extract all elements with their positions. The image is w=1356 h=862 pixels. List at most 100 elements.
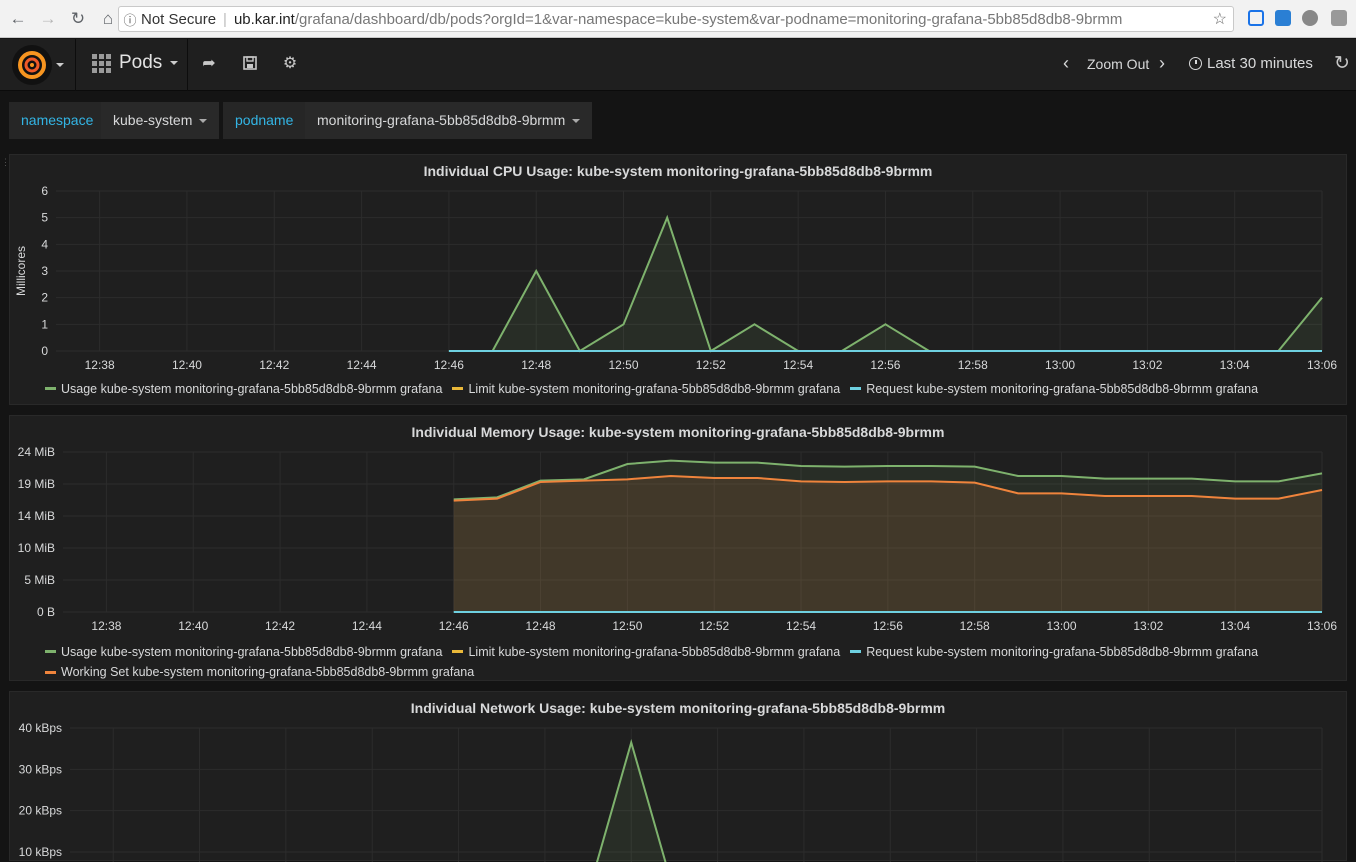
- row-drag-handle[interactable]: ⋮: [1, 157, 10, 167]
- cast-icon[interactable]: [1248, 10, 1264, 26]
- grafana-navbar: Pods ➦ ⚙ ‹ Zoom Out › Last 30 minutes ↻: [0, 39, 1356, 91]
- chart-legend: Usage kube-system monitoring-grafana-5bb…: [45, 640, 1325, 681]
- chevron-down-icon: [572, 119, 581, 124]
- legend-swatch: [45, 650, 56, 653]
- info-icon[interactable]: ⓘ: [123, 12, 137, 28]
- x-tick-label: 12:40: [172, 358, 202, 372]
- legend-item[interactable]: Usage kube-system monitoring-grafana-5bb…: [45, 643, 442, 661]
- x-tick-label: 13:06: [1307, 619, 1337, 633]
- x-tick-label: 12:52: [699, 619, 729, 633]
- y-tick-label: 14 MiB: [18, 509, 55, 523]
- series-line[interactable]: [453, 459, 1323, 501]
- variable-value: monitoring-grafana-5bb85d8db8-9brmm: [317, 112, 566, 128]
- zoom-out-button[interactable]: Zoom Out: [1087, 56, 1150, 72]
- series-line[interactable]: [588, 738, 674, 862]
- x-tick-label: 12:54: [783, 358, 813, 372]
- y-tick-label: 10 kBps: [19, 845, 62, 859]
- panel-title[interactable]: Individual Memory Usage: kube-system mon…: [411, 424, 945, 440]
- share-icon[interactable]: ➦: [202, 55, 216, 72]
- time-range-label: Last 30 minutes: [1207, 55, 1313, 72]
- network-chart: 10 kBps 20 kBps 30 kBps 40 kBps: [19, 721, 1323, 862]
- y-tick-label: 5: [41, 211, 48, 225]
- dashboard-grid-icon: [92, 53, 111, 73]
- variable-select-podname[interactable]: monitoring-grafana-5bb85d8db8-9brmm: [305, 102, 593, 139]
- y-tick-label: 5 MiB: [24, 573, 55, 587]
- security-label: Not Secure: [141, 10, 217, 28]
- extension-gray-icon[interactable]: [1331, 10, 1347, 26]
- legend-item[interactable]: Usage kube-system monitoring-grafana-5bb…: [45, 382, 442, 396]
- series-line[interactable]: [453, 474, 1323, 502]
- legend-item[interactable]: Limit kube-system monitoring-grafana-5bb…: [452, 643, 840, 661]
- y-tick-label: 24 MiB: [18, 445, 55, 459]
- legend-swatch: [850, 387, 862, 390]
- legend-swatch: [452, 387, 464, 390]
- legend-label: Limit kube-system monitoring-grafana-5bb…: [468, 381, 841, 396]
- x-tick-label: 12:56: [873, 619, 903, 633]
- wordpress-icon[interactable]: [1302, 10, 1318, 26]
- x-tick-label: 12:48: [521, 358, 551, 372]
- time-range-picker[interactable]: Last 30 minutes: [1189, 55, 1313, 72]
- x-tick-label: 12:58: [960, 619, 990, 633]
- x-tick-label: 12:56: [870, 358, 900, 372]
- x-tick-label: 12:42: [259, 358, 289, 372]
- extension-blue-icon[interactable]: [1275, 10, 1291, 26]
- url-path: /grafana/dashboard/db/pods?orgId=1&var-n…: [294, 10, 1123, 28]
- legend-item[interactable]: Limit kube-system monitoring-grafana-5bb…: [452, 382, 840, 396]
- y-tick-label: 4: [41, 237, 48, 251]
- legend-label: Limit kube-system monitoring-grafana-5bb…: [468, 644, 841, 659]
- memory-usage-panel: Individual Memory Usage: kube-system mon…: [9, 415, 1347, 681]
- series-area: [588, 742, 675, 862]
- chevron-down-icon[interactable]: [56, 63, 64, 67]
- x-tick-label: 12:54: [786, 619, 816, 633]
- x-tick-label: 12:48: [526, 619, 556, 633]
- legend-item[interactable]: Working Set kube-system monitoring-grafa…: [45, 663, 474, 681]
- y-tick-label: 3: [41, 264, 48, 278]
- legend-item[interactable]: Request kube-system monitoring-grafana-5…: [850, 382, 1258, 396]
- x-tick-label: 13:00: [1045, 358, 1075, 372]
- address-bar[interactable]: ⓘ Not Secure | ub.kar.int/grafana/dashbo…: [118, 6, 1234, 32]
- dashboard-title: Pods: [119, 52, 163, 73]
- y-tick-label: 20 kBps: [19, 804, 62, 818]
- x-tick-label: 12:38: [85, 358, 115, 372]
- series-area: [453, 460, 1323, 612]
- reload-icon[interactable]: ↻: [70, 8, 86, 28]
- back-icon[interactable]: ←: [9, 8, 27, 28]
- network-usage-panel: Individual Network Usage: kube-system mo…: [9, 691, 1347, 862]
- dashboard-picker[interactable]: Pods: [92, 52, 179, 74]
- x-tick-label: 12:40: [178, 619, 208, 633]
- memory-chart: 12:38 12:40 12:42 12:44 12:46 12:48 12:50 12:52…: [18, 445, 1338, 633]
- settings-gear-icon[interactable]: ⚙: [282, 55, 298, 72]
- bookmark-star-icon[interactable]: ☆: [1212, 11, 1227, 28]
- x-tick-label: 13:04: [1220, 358, 1250, 372]
- browser-toolbar: ← → ↻ ⌂ ⓘ Not Secure | ub.kar.int/grafan…: [0, 0, 1356, 38]
- chevron-left-icon[interactable]: ‹: [1063, 53, 1069, 73]
- x-tick-label: 13:02: [1133, 619, 1163, 633]
- x-tick-label: 12:42: [265, 619, 295, 633]
- y-tick-label: 2: [41, 291, 48, 305]
- refresh-icon[interactable]: ↻: [1334, 53, 1350, 74]
- x-tick-label: 12:52: [696, 358, 726, 372]
- url-host: ub.kar.int: [233, 10, 295, 28]
- y-tick-label: 30 kBps: [19, 762, 62, 776]
- legend-swatch: [45, 670, 56, 674]
- variable-select-namespace[interactable]: kube-system: [101, 102, 220, 139]
- y-tick-label: 0: [41, 344, 48, 358]
- y-tick-label: 1: [41, 317, 48, 331]
- panel-title[interactable]: Individual Network Usage: kube-system mo…: [410, 700, 946, 716]
- legend-swatch: [452, 650, 464, 653]
- legend-swatch: [850, 650, 862, 653]
- x-tick-label: 13:00: [1047, 619, 1077, 633]
- x-tick-label: 12:50: [609, 358, 639, 372]
- variable-label-podname: podname: [223, 102, 306, 139]
- legend-item[interactable]: Request kube-system monitoring-grafana-5…: [850, 643, 1258, 661]
- y-tick-label: 10 MiB: [18, 541, 55, 555]
- grafana-logo-icon[interactable]: [12, 45, 52, 85]
- save-icon[interactable]: [241, 55, 259, 73]
- panel-title[interactable]: Individual CPU Usage: kube-system monito…: [423, 163, 933, 179]
- y-tick-label: 6: [41, 184, 48, 198]
- home-icon[interactable]: ⌂: [102, 8, 114, 28]
- chevron-down-icon: [199, 119, 208, 124]
- chevron-right-icon[interactable]: ›: [1159, 53, 1165, 73]
- forward-icon[interactable]: →: [39, 8, 57, 28]
- chevron-down-icon: [170, 61, 179, 65]
